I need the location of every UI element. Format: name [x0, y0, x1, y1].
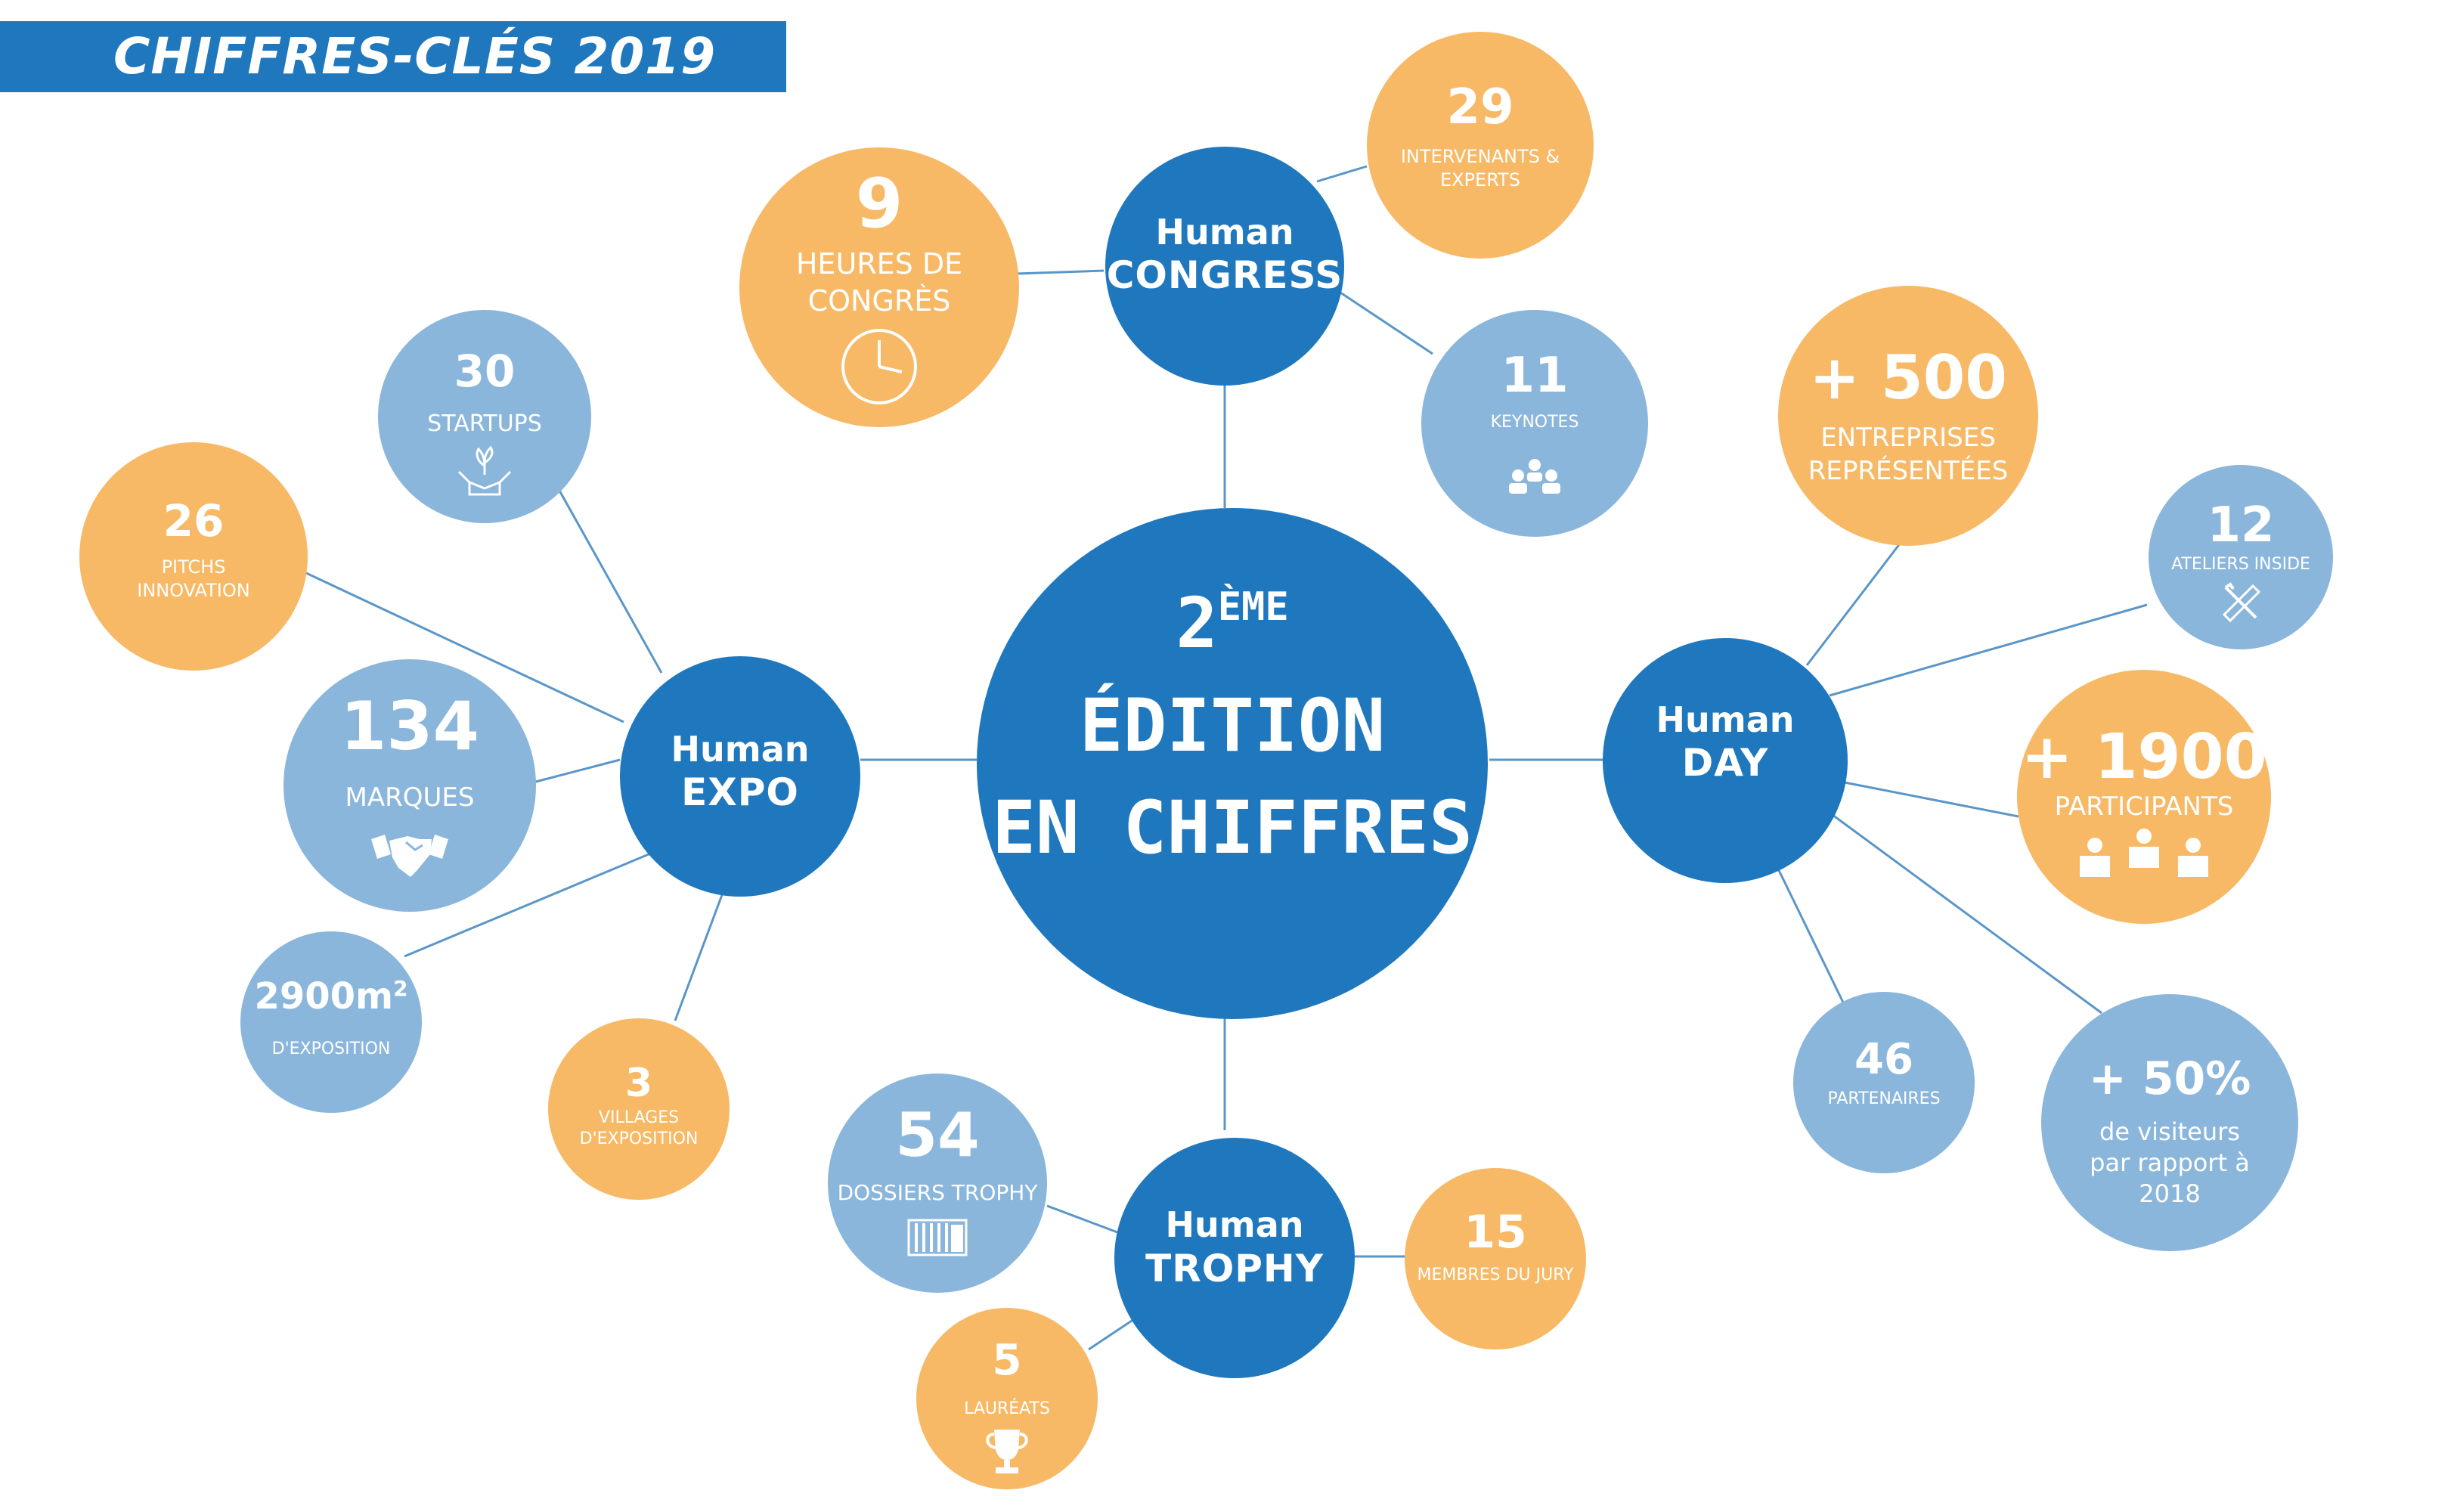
stat-pitchs: 26 PITCHS INNOVATION [79, 442, 308, 671]
hub-human-trophy: Human TROPHY [1114, 1138, 1355, 1378]
hands-plant-icon [457, 445, 512, 496]
stat-entreprises-label: ENTREPRISES REPRÉSENTÉES [1808, 423, 2009, 486]
hub-trophy-line1: Human [1165, 1204, 1304, 1245]
hub-expo-line1: Human [671, 729, 810, 770]
page-header: CHIFFRES-CLÉS 2019 [0, 21, 786, 92]
link-day-participants [1844, 781, 2019, 818]
stat-keynotes: 11 KEYNOTES [1421, 310, 1648, 537]
stat-exposition-label: D'EXPOSITION [271, 1040, 391, 1058]
stat-heures-value: 9 [855, 164, 903, 243]
stat-startups-label: STARTUPS [427, 411, 542, 437]
link-day-ateliers [1829, 603, 2148, 697]
link-expo-startups [554, 483, 663, 674]
stat-exposition: 2900m2 D'EXPOSITION [240, 931, 422, 1113]
clock-icon [841, 329, 917, 404]
stat-laureats-label: LAURÉATS [964, 1399, 1050, 1418]
stat-ateliers-label: ATELIERS INSIDE [2171, 555, 2310, 574]
stat-pitchs-value: 26 [163, 495, 225, 547]
stat-participants-label: PARTICIPANTS [2054, 792, 2234, 822]
stat-intervenants: 29 INTERVENANTS & EXPERTS [1367, 32, 1594, 259]
handshake-icon [371, 835, 448, 877]
stat-exposition-sup: 2 [393, 976, 408, 1001]
stat-laureats-value: 5 [992, 1336, 1022, 1385]
hub-day-line1: Human [1656, 699, 1795, 740]
stat-visiteurs-label: de visiteurs par rapport à 2018 [2090, 1117, 2250, 1208]
folders-icon [907, 1219, 968, 1256]
link-congress-intervenants [1316, 165, 1368, 183]
centre-line1: 2ÈME [1176, 583, 1289, 664]
stat-dossiers-label: DOSSIERS TROPHY [837, 1180, 1038, 1205]
hub-congress-line1: Human [1155, 212, 1294, 253]
link-day-partenaires [1775, 865, 1846, 1006]
stat-marques: 134 MARQUES [284, 659, 536, 912]
stat-partenaires-label: PARTENAIRES [1827, 1089, 1941, 1108]
link-expo-exposition [404, 849, 658, 958]
link-day-entreprises [1805, 536, 1907, 666]
stat-keynotes-label: KEYNOTES [1490, 413, 1579, 432]
trophy-icon [986, 1430, 1028, 1473]
stat-heures: 9 HEURES DE CONGRÈS [739, 147, 1019, 427]
stat-pitchs-label: PITCHS INNOVATION [137, 556, 250, 601]
centre-circle: 2ÈME ÉDITION EN CHIFFRES [977, 508, 1488, 1019]
stat-startups-value: 30 [454, 345, 516, 397]
stat-villages-value: 3 [624, 1061, 653, 1106]
stat-dossiers: 54 DOSSIERS TROPHY [828, 1074, 1047, 1293]
stat-ateliers-value: 12 [2207, 497, 2275, 553]
hub-trophy-line2: TROPHY [1145, 1247, 1324, 1290]
stat-keynotes-value: 11 [1501, 348, 1569, 404]
link-congress-heures [1016, 269, 1105, 275]
stat-jury: 15 MEMBRES DU JURY [1405, 1168, 1586, 1349]
hub-human-expo: Human EXPO [620, 656, 860, 897]
ruler-pencil-icon [2222, 582, 2261, 623]
stat-jury-label: MEMBRES DU JURY [1417, 1266, 1574, 1284]
link-congress-keynotes [1337, 290, 1433, 355]
stat-participants: + 1900 PARTICIPANTS [2017, 670, 2271, 924]
audience-icon [1509, 459, 1560, 494]
stat-partenaires: 46 PARTENAIRES [1793, 992, 1975, 1173]
stat-exposition-value: 2900m2 [254, 975, 408, 1018]
stat-intervenants-label: INTERVENANTS & EXPERTS [1400, 146, 1560, 191]
link-trophy-laureats [1088, 1318, 1135, 1351]
stat-entreprises-value: + 500 [1809, 342, 2007, 413]
stat-heures-label: HEURES DE CONGRÈS [795, 247, 963, 318]
link-expo-marques [532, 758, 621, 784]
hub-human-day: Human DAY [1603, 638, 1848, 883]
link-day-visiteurs [1829, 811, 2102, 1015]
stat-dossiers-value: 54 [895, 1100, 980, 1170]
hub-expo-line2: EXPO [681, 770, 799, 814]
stat-villages: 3 VILLAGES D'EXPOSITION [548, 1018, 730, 1200]
stat-marques-value: 134 [340, 687, 479, 765]
centre-line3: EN CHIFFRES [992, 785, 1473, 870]
stat-villages-label: VILLAGES D'EXPOSITION [579, 1108, 699, 1149]
stat-marques-label: MARQUES [345, 782, 475, 813]
stat-entreprises: + 500 ENTREPRISES REPRÉSENTÉES [1778, 286, 2038, 546]
stat-visiteurs-value: + 50% [2088, 1052, 2251, 1105]
link-trophy-dossiers [1046, 1204, 1118, 1234]
hub-human-congress: Human CONGRESS [1105, 147, 1344, 386]
stat-jury-value: 15 [1464, 1206, 1527, 1259]
stat-visiteurs: + 50% de visiteurs par rapport à 2018 [2041, 994, 2298, 1251]
stat-participants-value: + 1900 [2021, 721, 2267, 793]
stat-laureats: 5 LAURÉATS [916, 1308, 1098, 1489]
page-title: CHIFFRES-CLÉS 2019 [113, 27, 717, 85]
stat-intervenants-value: 29 [1446, 79, 1514, 135]
stat-partenaires-value: 46 [1854, 1035, 1913, 1084]
people-icon [2080, 829, 2208, 877]
hub-congress-line2: CONGRESS [1106, 253, 1343, 297]
hub-day-line2: DAY [1681, 741, 1769, 785]
link-expo-villages [674, 880, 729, 1021]
centre-line1-sup: ÈME [1217, 584, 1289, 630]
stat-startups: 30 STARTUPS [378, 310, 591, 523]
stat-ateliers: 12 ATELIERS INSIDE [2149, 465, 2333, 649]
link-expo-pitchs [305, 572, 624, 723]
centre-line2: ÉDITION [1079, 683, 1386, 768]
